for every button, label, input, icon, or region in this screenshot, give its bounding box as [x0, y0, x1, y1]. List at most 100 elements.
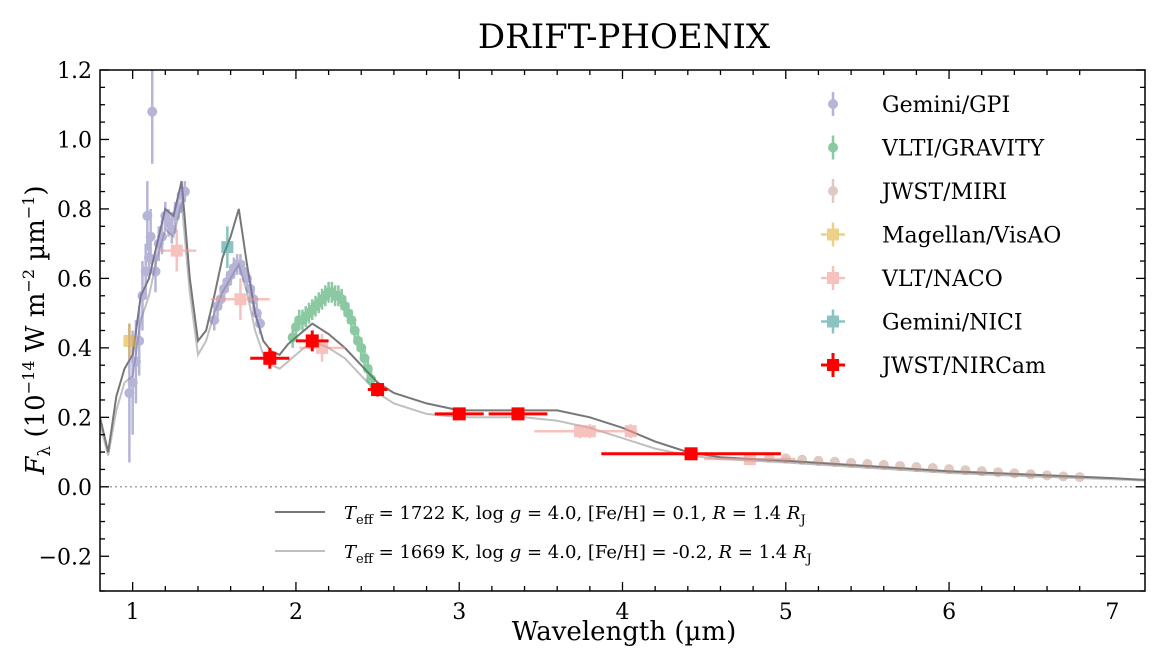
data-point	[143, 252, 154, 263]
y-tick-label: 0.4	[57, 337, 92, 362]
data-point	[305, 334, 319, 348]
series-gemini-nici	[221, 226, 234, 268]
model-legend: Teff = 1722 K, log g = 4.0, [Fe/H] = 0.1…	[275, 503, 812, 567]
legend-item: JWST/MIRI	[828, 179, 1007, 205]
chart-title: DRIFT-PHOENIX	[478, 17, 771, 57]
data-point	[684, 447, 698, 461]
legend-circle	[828, 99, 838, 109]
legend-square	[827, 315, 839, 328]
legend-square	[827, 228, 839, 241]
data-point	[1025, 469, 1036, 480]
legend-square	[827, 272, 839, 284]
legend-item: Gemini/NICI	[821, 309, 1023, 336]
legend-item: Magellan/VisAO	[821, 222, 1061, 249]
legend-marker	[821, 309, 845, 334]
data-point	[150, 266, 161, 277]
y-tick-label: −0.2	[39, 545, 92, 570]
legend-item: Gemini/GPI	[828, 92, 1010, 118]
data-point	[145, 231, 156, 242]
legend-circle	[828, 142, 838, 153]
data-point	[234, 293, 247, 306]
y-tick-label: 0.6	[57, 267, 92, 292]
data-point	[624, 425, 637, 438]
series-vlti-gravity	[287, 281, 377, 390]
x-tick-label: 6	[942, 600, 956, 625]
series-gemini-gpi	[124, 70, 266, 463]
data-point	[316, 341, 329, 354]
series-jwst-nircam	[250, 330, 781, 461]
data-point	[1058, 471, 1069, 482]
data-point	[813, 455, 824, 466]
data-point	[927, 463, 938, 474]
data-point	[255, 318, 266, 329]
legend-label: Magellan/VisAO	[882, 224, 1061, 249]
data-point	[371, 383, 385, 397]
data-point	[976, 466, 987, 477]
plot-content	[100, 70, 1145, 488]
x-axis-label: Wavelength (µm)	[512, 617, 736, 647]
data-point	[157, 231, 168, 242]
data-point	[170, 244, 183, 257]
data-point	[134, 335, 145, 346]
data-point	[1009, 468, 1020, 479]
legend-marker	[828, 135, 838, 160]
data-point	[862, 458, 873, 469]
data-point	[944, 464, 955, 475]
data-point	[511, 407, 525, 421]
x-tick-label: 7	[1105, 600, 1119, 625]
legend-label: Gemini/GPI	[882, 93, 1010, 118]
data-point	[179, 186, 190, 197]
plot-area	[100, 70, 1145, 488]
legend-marker	[828, 179, 838, 203]
x-tick-label: 4	[616, 600, 630, 625]
y-tick-label: 0.2	[57, 406, 92, 431]
data-point	[366, 374, 377, 385]
legend-marker	[821, 222, 845, 247]
legend-marker	[821, 353, 845, 377]
legend-label: Gemini/NICI	[882, 311, 1023, 336]
legend-label: VLT/NACO	[881, 267, 1003, 292]
x-tick-label: 2	[289, 600, 303, 625]
series-jwst-miri	[764, 452, 1085, 483]
y-axis-label: Fλ (10−14 W m−2 µm−1)	[19, 185, 55, 475]
x-tick-label: 5	[779, 600, 793, 625]
legend-marker	[821, 266, 845, 290]
legend-square	[827, 359, 839, 371]
data-point	[173, 203, 184, 214]
legend-marker	[828, 92, 838, 116]
data-point	[583, 425, 596, 438]
legend-item: VLT/NACO	[821, 266, 1003, 292]
x-tick-label: 1	[126, 600, 140, 625]
y-tick-label: 1.0	[57, 128, 92, 153]
data-point	[263, 351, 277, 365]
y-tick-label: 0.8	[57, 198, 92, 223]
data-point	[911, 462, 922, 473]
series-magellan-visao	[123, 323, 136, 359]
legend-label: VLTI/GRAVITY	[881, 137, 1045, 162]
data-point	[147, 106, 158, 117]
series-vlt-naco	[157, 229, 796, 466]
data-point	[743, 453, 756, 466]
data-point	[878, 459, 889, 470]
data-point	[960, 465, 971, 476]
data-point	[209, 315, 220, 326]
legend-item: VLTI/GRAVITY	[828, 135, 1045, 162]
legend-circle	[828, 186, 838, 196]
y-tick-label: 0.0	[57, 476, 92, 501]
data-point	[452, 407, 466, 421]
data-point	[123, 334, 136, 347]
data-point	[829, 456, 840, 467]
legend-label: JWST/NIRCam	[880, 354, 1046, 379]
legend: Gemini/GPI VLTI/GRAVITY JWST/MIRI Magellan/…	[821, 92, 1061, 379]
data-point	[797, 454, 808, 465]
data-point	[895, 460, 906, 471]
data-point	[846, 457, 857, 468]
data-point	[1042, 470, 1053, 481]
data-point	[221, 241, 234, 254]
data-point	[993, 467, 1004, 478]
x-tick-label: 3	[452, 600, 466, 625]
y-tick-label: 1.2	[57, 59, 92, 84]
axes: 1 2 3 4 5 6 7 −0.2 0.0 0.2 0.4 0.6 0.8 1.0 1.2	[39, 59, 1146, 625]
legend-label: JWST/MIRI	[880, 180, 1007, 205]
